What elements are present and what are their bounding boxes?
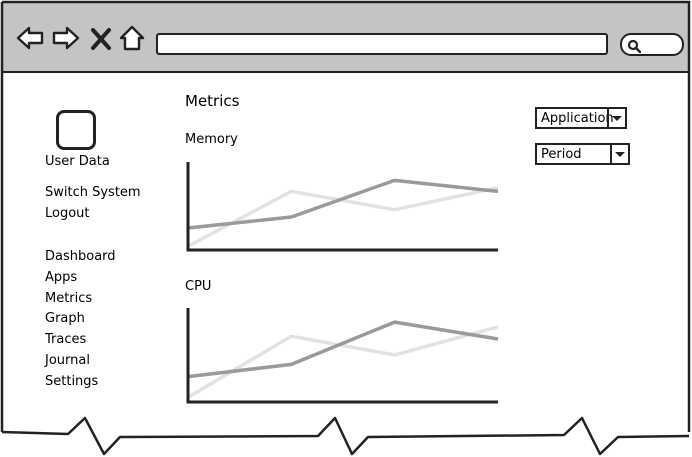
torn-page-edge bbox=[0, 416, 690, 457]
nav-item-apps[interactable]: Apps bbox=[45, 270, 78, 285]
address-bar[interactable] bbox=[156, 33, 608, 55]
logout-link[interactable]: Logout bbox=[45, 206, 90, 221]
chevron-down-icon[interactable] bbox=[610, 145, 628, 163]
period-select-label: Period bbox=[541, 147, 582, 162]
switch-system-link[interactable]: Switch System bbox=[45, 185, 141, 200]
nav-item-journal[interactable]: Journal bbox=[45, 353, 90, 368]
series-dark-line bbox=[187, 320, 499, 379]
nav-item-graph[interactable]: Graph bbox=[45, 311, 85, 326]
page-title: Metrics bbox=[185, 92, 240, 110]
cpu-chart-title: CPU bbox=[185, 279, 212, 294]
series-dark-line bbox=[187, 178, 499, 230]
back-arrow-icon[interactable] bbox=[16, 24, 44, 52]
cpu-chart bbox=[186, 308, 499, 404]
application-select-label: Application bbox=[541, 111, 614, 126]
application-select[interactable]: Application bbox=[535, 107, 627, 129]
user-data-link[interactable]: User Data bbox=[45, 154, 110, 169]
browser-toolbar bbox=[2, 2, 688, 73]
chart-axes bbox=[186, 308, 498, 404]
nav-item-dashboard[interactable]: Dashboard bbox=[45, 249, 116, 264]
chart-axes bbox=[186, 162, 498, 252]
close-icon[interactable] bbox=[90, 24, 112, 52]
series-light-line bbox=[187, 325, 499, 399]
memory-chart bbox=[186, 162, 499, 252]
series-light-line bbox=[187, 185, 499, 248]
period-select[interactable]: Period bbox=[535, 143, 630, 165]
chevron-down-icon[interactable] bbox=[607, 109, 625, 127]
search-field[interactable] bbox=[620, 33, 684, 56]
forward-arrow-icon[interactable] bbox=[52, 24, 80, 52]
memory-chart-title: Memory bbox=[185, 132, 238, 147]
nav-item-settings[interactable]: Settings bbox=[45, 374, 99, 389]
nav-item-traces[interactable]: Traces bbox=[45, 332, 87, 347]
user-avatar-icon[interactable] bbox=[56, 110, 96, 150]
nav-item-metrics[interactable]: Metrics bbox=[45, 291, 93, 306]
home-icon[interactable] bbox=[118, 24, 146, 52]
search-icon bbox=[627, 38, 642, 54]
